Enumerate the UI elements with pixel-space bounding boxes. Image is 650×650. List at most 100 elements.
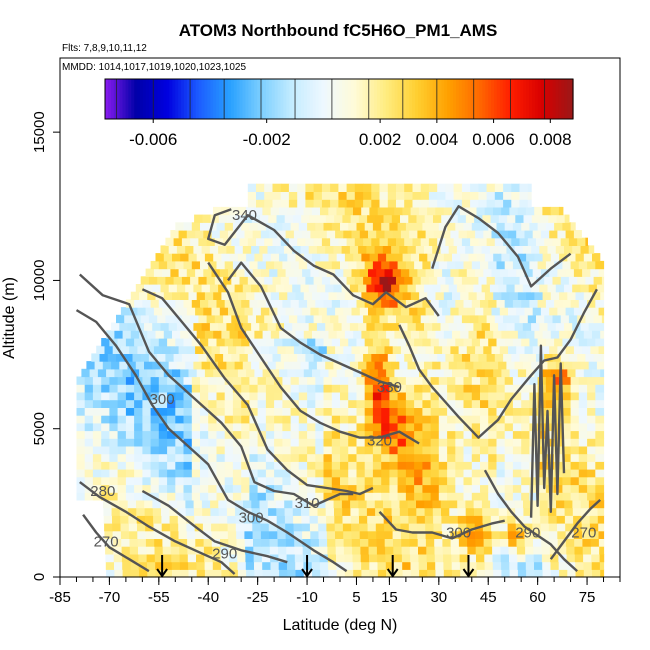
- heatmap-cell: [323, 222, 333, 231]
- heatmap-cell: [307, 222, 316, 231]
- heatmap-cell: [330, 276, 339, 285]
- heatmap-cell: [285, 268, 295, 277]
- heatmap-cell: [447, 476, 456, 486]
- heatmap-cell: [241, 422, 250, 432]
- heatmap-cell: [138, 561, 148, 570]
- heatmap-cell: [186, 515, 195, 524]
- heatmap-cell: [363, 183, 372, 192]
- heatmap-cell: [275, 245, 285, 254]
- heatmap-cell: [583, 561, 593, 570]
- heatmap-cell: [422, 445, 432, 455]
- heatmap-cell: [524, 307, 534, 316]
- heatmap-cell: [381, 445, 390, 455]
- heatmap-cell: [335, 530, 344, 539]
- heatmap-cell: [171, 546, 180, 555]
- heatmap-cell: [274, 399, 283, 408]
- heatmap-cell: [260, 307, 270, 316]
- heatmap-cell: [193, 284, 203, 293]
- colorbar-swatch: [514, 79, 519, 119]
- heatmap-cell: [188, 291, 198, 300]
- heatmap-cell: [435, 330, 445, 339]
- heatmap-cell: [257, 438, 267, 447]
- heatmap-cell: [109, 438, 119, 447]
- heatmap-cell: [427, 291, 437, 300]
- heatmap-cell: [521, 476, 530, 486]
- heatmap-cell: [578, 260, 588, 270]
- heatmap-cell: [179, 546, 188, 555]
- heatmap-cell: [117, 415, 127, 424]
- heatmap-cell: [200, 222, 209, 231]
- heatmap-cell: [533, 538, 542, 547]
- heatmap-cell: [328, 291, 338, 300]
- heatmap-cell: [504, 438, 514, 447]
- heatmap-cell: [320, 368, 329, 378]
- heatmap-cell: [277, 345, 287, 354]
- heatmap-cell: [112, 523, 122, 532]
- heatmap-cell: [389, 422, 399, 432]
- x-tick-label: 75: [579, 589, 596, 606]
- heatmap-cell: [598, 530, 605, 539]
- heatmap-cell: [134, 399, 143, 408]
- heatmap-cell: [125, 399, 135, 408]
- heatmap-cell: [471, 338, 481, 347]
- heatmap-cell: [402, 206, 412, 216]
- heatmap-cell: [430, 415, 440, 424]
- colorbar-swatch: [403, 79, 407, 119]
- heatmap-cell: [265, 338, 275, 347]
- heatmap-cell: [562, 399, 572, 408]
- heatmap-cell: [422, 399, 432, 408]
- heatmap-cell: [475, 345, 484, 354]
- heatmap-cell: [404, 314, 413, 324]
- heatmap-cell: [204, 330, 214, 339]
- heatmap-cell: [473, 284, 483, 293]
- heatmap-cell: [363, 314, 372, 324]
- heatmap-cell: [290, 260, 300, 270]
- heatmap-cell: [364, 445, 374, 455]
- heatmap-cell: [536, 276, 545, 285]
- colorbar-swatch: [406, 79, 410, 119]
- colorbar-tick-label: -0.002: [243, 130, 291, 149]
- heatmap-cell: [290, 461, 300, 470]
- heatmap-cell: [519, 237, 529, 246]
- heatmap-cell: [348, 484, 357, 493]
- heatmap-cell: [200, 399, 209, 408]
- heatmap-cell: [353, 253, 362, 262]
- heatmap-cell: [84, 476, 94, 486]
- heatmap-cell: [404, 199, 413, 208]
- heatmap-cell: [334, 507, 343, 516]
- heatmap-cell: [562, 453, 572, 462]
- heatmap-cell: [144, 507, 154, 516]
- heatmap-cell: [455, 299, 465, 308]
- heatmap-cell: [415, 322, 425, 331]
- heatmap-cell: [484, 330, 494, 339]
- heatmap-cell: [540, 523, 550, 532]
- theta-contour-line: [79, 481, 236, 575]
- heatmap-cell: [529, 492, 539, 501]
- heatmap-cell: [302, 538, 312, 547]
- heatmap-cell: [438, 469, 448, 478]
- heatmap-cell: [249, 260, 259, 270]
- theta-contour-label: 320: [367, 433, 392, 450]
- heatmap-cell: [381, 338, 390, 347]
- heatmap-cell: [298, 260, 308, 270]
- heatmap-cell: [372, 476, 382, 486]
- heatmap-cell: [198, 353, 208, 362]
- heatmap-cell: [301, 523, 311, 532]
- colorbar-swatch: [245, 79, 249, 119]
- heatmap-cell: [265, 469, 275, 478]
- heatmap-cell: [109, 430, 119, 439]
- heatmap-cell: [394, 569, 404, 578]
- colorbar-swatch: [257, 79, 261, 119]
- heatmap-cell: [452, 291, 461, 300]
- heatmap-cell: [223, 314, 232, 324]
- heatmap-cell: [500, 553, 510, 563]
- heatmap-cell: [198, 314, 208, 324]
- heatmap-cell: [167, 476, 176, 486]
- heatmap-cell: [190, 276, 199, 285]
- colorbar-swatch: [482, 79, 486, 119]
- heatmap-cell: [562, 338, 572, 347]
- heatmap-cell: [111, 507, 121, 516]
- heatmap-cell: [499, 307, 509, 316]
- heatmap-cell: [175, 415, 185, 424]
- heatmap-cell: [252, 515, 261, 524]
